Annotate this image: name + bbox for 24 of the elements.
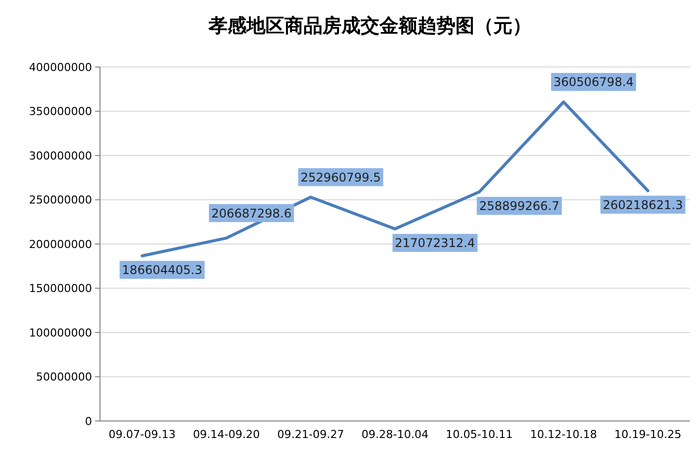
y-tick-label: 400000000 bbox=[29, 60, 92, 74]
data-label: 252960799.5 bbox=[300, 170, 381, 184]
data-label: 186604405.3 bbox=[122, 263, 202, 278]
data-label: 217072312.4 bbox=[394, 236, 476, 250]
y-tick-label: 250000000 bbox=[29, 194, 92, 207]
data-label: 360506798.4 bbox=[553, 75, 634, 90]
x-tick-label: 09.28-10.04 bbox=[362, 428, 428, 441]
y-tick-label: 50000000 bbox=[36, 370, 92, 384]
y-tick-label: 200000000 bbox=[29, 238, 92, 251]
x-tick-label: 10.05-10.11 bbox=[446, 428, 513, 441]
y-tick-label: 100000000 bbox=[29, 326, 92, 340]
data-label: 258899266.7 bbox=[479, 199, 560, 214]
data-label: 206687298.6 bbox=[211, 206, 292, 220]
x-tick-label: 10.12-10.18 bbox=[530, 428, 598, 441]
y-tick-label: 150000000 bbox=[29, 282, 92, 296]
y-tick-label: 0 bbox=[85, 414, 92, 428]
x-tick-label: 09.07-09.13 bbox=[108, 428, 176, 441]
chart-title: 孝感地区商品房成交金额趋势图（元） bbox=[208, 15, 532, 37]
y-tick-label: 350000000 bbox=[29, 105, 92, 118]
x-tick-label: 10.19-10.25 bbox=[614, 428, 682, 441]
data-label: 260218621.3 bbox=[602, 198, 683, 212]
x-tick-label: 09.21-09.27 bbox=[277, 428, 344, 441]
y-tick-label: 300000000 bbox=[29, 149, 92, 162]
x-tick-label: 09.14-09.20 bbox=[192, 428, 260, 441]
